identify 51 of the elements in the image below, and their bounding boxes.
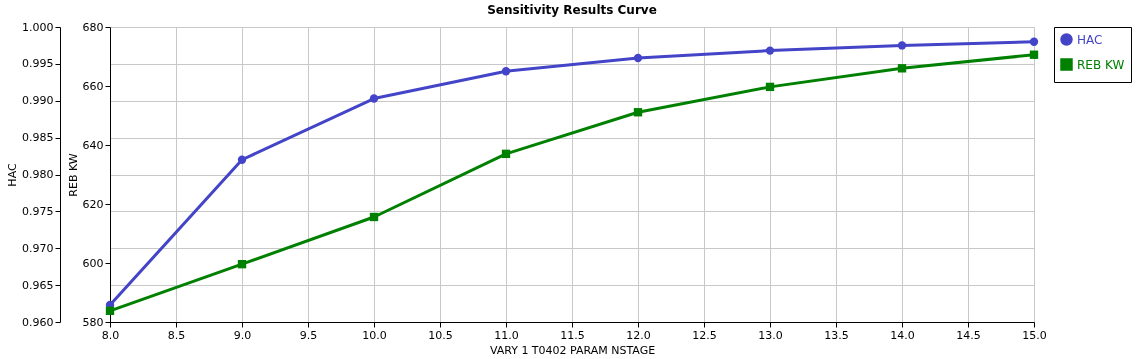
y-tick-label: 0.985 bbox=[22, 131, 54, 145]
point bbox=[237, 155, 247, 164]
x-tick-label: 12.0 bbox=[626, 328, 651, 342]
x-tick-label: 10.5 bbox=[428, 328, 453, 342]
y-tick-label: 0.960 bbox=[22, 315, 54, 329]
point bbox=[633, 53, 643, 63]
x-tick-label: 11.5 bbox=[560, 328, 585, 342]
x-tick-label: 11.0 bbox=[494, 328, 519, 342]
x-tick-label: 14.5 bbox=[956, 328, 981, 342]
x-axis-title: VARY 1 T0402 PARAM NSTAGE bbox=[489, 343, 656, 357]
point bbox=[105, 306, 115, 315]
y-tick-label: 0.970 bbox=[22, 241, 54, 255]
point bbox=[633, 108, 643, 117]
x-tick-label: 8.0 bbox=[101, 328, 120, 342]
point bbox=[1029, 50, 1039, 59]
y-tick-label: 1.000 bbox=[22, 20, 54, 34]
x-tick-label: 14.0 bbox=[890, 328, 915, 342]
y2-tick-label: 640 bbox=[82, 138, 104, 152]
y2-tick-label: 680 bbox=[82, 20, 104, 34]
y-tick-label: 0.990 bbox=[22, 94, 54, 108]
point bbox=[765, 46, 775, 55]
x-tick-label: 13.5 bbox=[824, 328, 849, 342]
y-tick-label: 0.980 bbox=[22, 168, 54, 181]
point bbox=[237, 260, 247, 269]
y2-tick-label: 660 bbox=[82, 79, 104, 93]
legend-label: HAC bbox=[1077, 32, 1103, 47]
x-tick-label: 12.5 bbox=[692, 328, 717, 342]
point bbox=[765, 82, 775, 92]
y2-tick-label: 600 bbox=[82, 256, 104, 270]
y2-tick-label: 580 bbox=[82, 315, 104, 329]
y-tick-label: 0.975 bbox=[22, 204, 54, 218]
x-tick-label: 13.0 bbox=[758, 328, 783, 342]
chart-title: Sensitivity Results Curve bbox=[487, 3, 657, 17]
y-tick-label: 0.995 bbox=[22, 57, 54, 71]
point bbox=[1029, 37, 1039, 46]
legend-label: REB KW bbox=[1077, 57, 1125, 72]
x-tick-label: 10.0 bbox=[362, 328, 387, 342]
y2-axis-title: REB KW bbox=[66, 153, 80, 197]
point bbox=[369, 212, 379, 222]
x-tick-label: 15.0 bbox=[1022, 328, 1047, 342]
x-tick-label: 9.0 bbox=[233, 328, 252, 342]
y-tick-label: 0.965 bbox=[22, 278, 54, 292]
y-axis-title: HAC bbox=[6, 163, 20, 187]
point bbox=[897, 64, 907, 73]
x-tick-label: 8.5 bbox=[167, 328, 186, 342]
point bbox=[369, 94, 379, 103]
y2-tick-label: 620 bbox=[82, 197, 104, 211]
point bbox=[897, 41, 907, 50]
x-tick-label: 9.5 bbox=[299, 328, 318, 342]
point bbox=[501, 67, 511, 76]
point bbox=[501, 149, 511, 159]
